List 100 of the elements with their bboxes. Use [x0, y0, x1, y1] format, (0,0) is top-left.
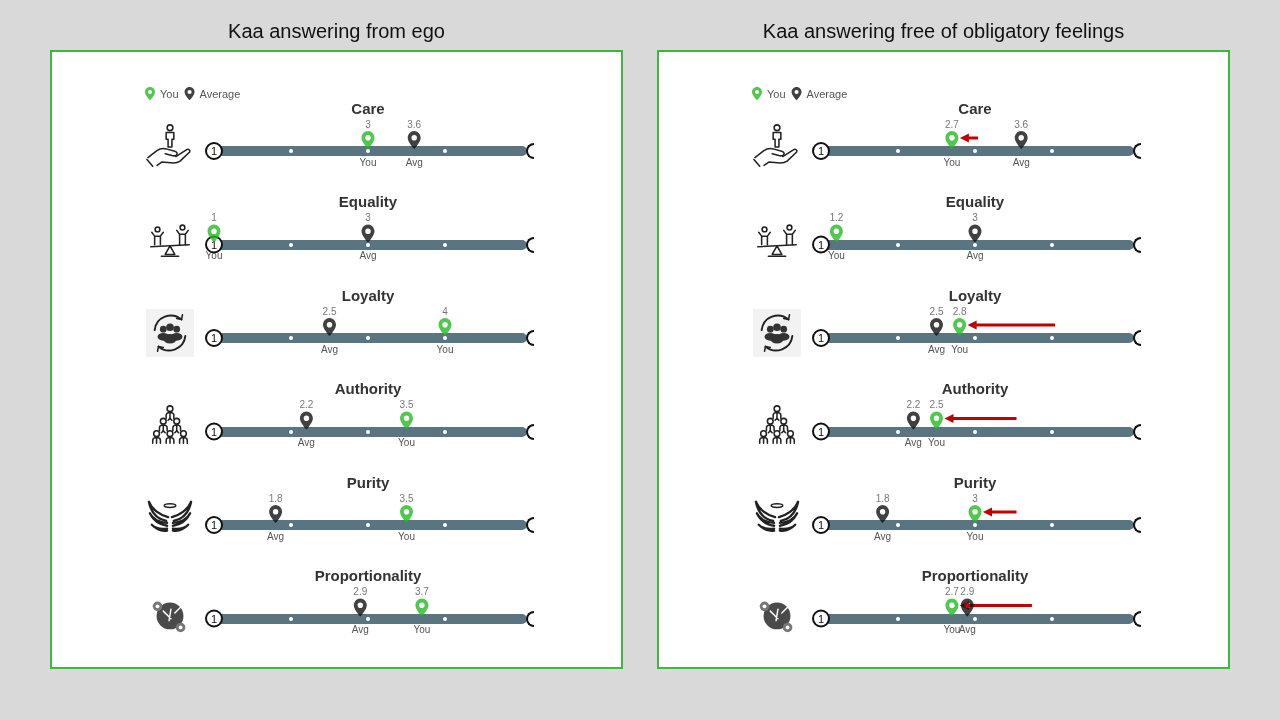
text: 1 — [817, 238, 825, 251]
y-tick-label: Loyalty — [341, 286, 395, 304]
legend-label: You — [767, 87, 786, 100]
annotation: You — [951, 343, 969, 355]
legend-label: You — [160, 87, 179, 100]
annotation: Avg — [874, 530, 892, 542]
text: 1 — [210, 519, 218, 531]
data-label: 3.6 — [407, 118, 422, 130]
data-label: 2.2 — [906, 399, 921, 410]
data-label: 2.7 — [944, 118, 960, 130]
y-tick-label: Authority — [334, 380, 402, 397]
point — [1014, 131, 1028, 149]
y-tick-label: Authority — [941, 380, 1009, 397]
point — [953, 318, 967, 336]
annotation: Avg — [359, 250, 377, 261]
y-tick-label: Equality — [338, 193, 398, 210]
data-label: 2.5 — [322, 305, 337, 317]
annotation: Avg — [966, 250, 984, 261]
chart-title: Kaa answering from ego — [227, 19, 446, 43]
text: 1 — [210, 612, 218, 625]
legend-label: Average — [806, 87, 848, 100]
annotation: You — [966, 530, 984, 542]
annotation: Avg — [927, 343, 946, 355]
annotation: You — [413, 624, 431, 635]
annotation: You — [943, 624, 961, 635]
point — [906, 411, 920, 430]
data-label: 2.9 — [960, 586, 975, 597]
text: 1 — [817, 425, 825, 438]
point — [207, 224, 221, 243]
text: 1 — [211, 212, 217, 223]
data-label: 1.2 — [829, 212, 844, 223]
text: 1 — [210, 332, 218, 344]
point — [945, 131, 959, 149]
point — [960, 598, 974, 617]
data-label: 3 — [972, 492, 979, 504]
point — [968, 224, 982, 243]
annotation: Avg — [297, 437, 315, 448]
legend-label: Average — [199, 87, 241, 100]
data-label: 3.5 — [399, 492, 414, 504]
point — [323, 318, 336, 336]
point — [361, 224, 375, 243]
annotation: Avg — [351, 624, 369, 635]
point — [407, 131, 421, 149]
data-label: 3 — [365, 212, 372, 223]
annotation: You — [827, 250, 845, 261]
data-label: 3 — [365, 118, 372, 130]
data-label: 1 — [210, 238, 218, 251]
annotation: You — [398, 530, 415, 542]
point — [415, 598, 429, 617]
data-label: 3.6 — [1014, 118, 1029, 130]
annotation: Avg — [405, 156, 423, 168]
annotation: You — [928, 437, 945, 448]
point — [930, 318, 943, 336]
annotation: 1 — [210, 145, 218, 157]
point — [353, 598, 367, 617]
point — [968, 505, 982, 523]
y-tick-label: Purity — [346, 473, 390, 491]
y-tick-label: Care — [351, 99, 385, 117]
data-label: 2.5 — [929, 399, 944, 410]
annotation: Avg — [958, 624, 976, 635]
data-label: 2.9 — [353, 586, 368, 597]
data-label: 4 — [442, 305, 449, 317]
point — [829, 224, 843, 243]
data-label: 1.8 — [268, 492, 283, 504]
annotation: Avg — [267, 530, 285, 542]
y-tick-label: Proportionality — [314, 567, 422, 584]
text: 1 — [817, 332, 825, 344]
data-label: 2.7 — [944, 586, 960, 597]
annotation: You — [205, 250, 223, 261]
annotation: You — [398, 437, 415, 448]
y-tick-label: Proportionality — [921, 567, 1029, 584]
point — [361, 131, 375, 149]
annotation: You — [436, 343, 454, 355]
point — [876, 505, 890, 523]
point — [945, 598, 959, 617]
y-tick-label: Care — [958, 99, 992, 117]
text: 1 — [817, 519, 825, 531]
annotation: You — [943, 156, 961, 168]
point — [400, 505, 413, 523]
annotation: Avg — [904, 437, 922, 448]
y-tick-label: Loyalty — [948, 286, 1002, 304]
y-tick-label: Equality — [945, 193, 1005, 210]
point — [269, 505, 283, 523]
y-tick-label: Purity — [953, 473, 997, 491]
annotation: You — [359, 156, 377, 168]
data-label: 2.2 — [299, 399, 314, 410]
data-label: 3 — [972, 212, 979, 223]
chart-title: Kaa answering free of obligatory feelings — [761, 19, 1126, 43]
data-label: 2.8 — [952, 305, 967, 317]
annotation: Avg — [320, 343, 339, 355]
data-label: 2.5 — [929, 305, 944, 317]
point — [438, 318, 452, 336]
data-label: 3.7 — [414, 586, 430, 597]
annotation: Avg — [1012, 156, 1030, 168]
data-label: 3.5 — [399, 399, 414, 410]
point — [299, 411, 313, 430]
text: 1 — [817, 612, 825, 625]
annotation: 1 — [817, 145, 825, 157]
data-label: 1.8 — [875, 492, 890, 504]
text: 1 — [210, 425, 218, 438]
